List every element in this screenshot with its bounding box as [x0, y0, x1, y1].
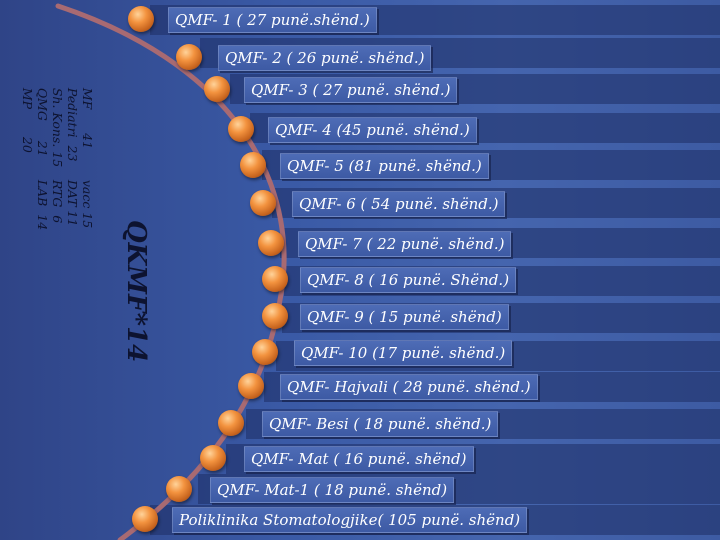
- item-label: QMF- 8 ( 16 punë. Shënd.): [300, 267, 517, 293]
- bullet-ball-icon: [240, 152, 266, 178]
- bullet-ball-icon: [132, 506, 158, 532]
- item-label: QMF- Besi ( 18 punë. shënd.): [262, 411, 499, 437]
- item-label: QMF- 1 ( 27 punë.shënd.): [168, 7, 377, 33]
- bullet-ball-icon: [258, 230, 284, 256]
- bullet-ball-icon: [204, 76, 230, 102]
- stat-left: MP 20: [20, 87, 35, 153]
- bullet-ball-icon: [128, 6, 154, 32]
- item-label: QMF- 7 ( 22 punë. shënd.): [298, 231, 512, 257]
- item-label: QMF- Mat-1 ( 18 punë. shënd): [210, 477, 455, 503]
- bullet-ball-icon: [176, 44, 202, 70]
- item-label: Poliklinika Stomatologjike( 105 punë. sh…: [172, 507, 528, 533]
- item-label: QMF- 3 ( 27 punë. shënd.): [244, 77, 458, 103]
- bullet-ball-icon: [200, 445, 226, 471]
- bullet-ball-icon: [228, 116, 254, 142]
- stat-row: MP 20: [20, 64, 48, 234]
- item-label: QMF- 9 ( 15 punë. shënd): [300, 304, 509, 330]
- item-label: QMF- Hajvali ( 28 punë. shënd.): [280, 374, 538, 400]
- stat-row: QMG 21LAB 14: [35, 64, 63, 234]
- stat-row: Sh. Kons. 15RTG 6: [50, 64, 78, 234]
- bullet-ball-icon: [262, 266, 288, 292]
- bullet-ball-icon: [218, 410, 244, 436]
- center-title: QKMF*14: [121, 220, 151, 363]
- bullet-ball-icon: [238, 373, 264, 399]
- item-label: QMF- 2 ( 26 punë. shënd.): [218, 45, 432, 71]
- bullet-ball-icon: [166, 476, 192, 502]
- item-label: QMF- 6 ( 54 punë. shënd.): [292, 191, 506, 217]
- stat-row: Pediatri 23DAT 11: [65, 64, 93, 234]
- item-label: QMF- Mat ( 16 punë. shënd): [244, 446, 474, 472]
- item-label: QMF- 5 (81 punë. shënd.): [280, 153, 489, 179]
- bullet-ball-icon: [252, 339, 278, 365]
- item-label: QMF- 10 (17 punë. shënd.): [294, 340, 513, 366]
- bullet-ball-icon: [262, 303, 288, 329]
- service-stats: MF 41vacc 15 Pediatri 23DAT 11 Sh. Kons.…: [20, 64, 108, 234]
- bullet-ball-icon: [250, 190, 276, 216]
- item-label: QMF- 4 (45 punë. shënd.): [268, 117, 477, 143]
- stat-row: MF 41vacc 15: [80, 64, 108, 234]
